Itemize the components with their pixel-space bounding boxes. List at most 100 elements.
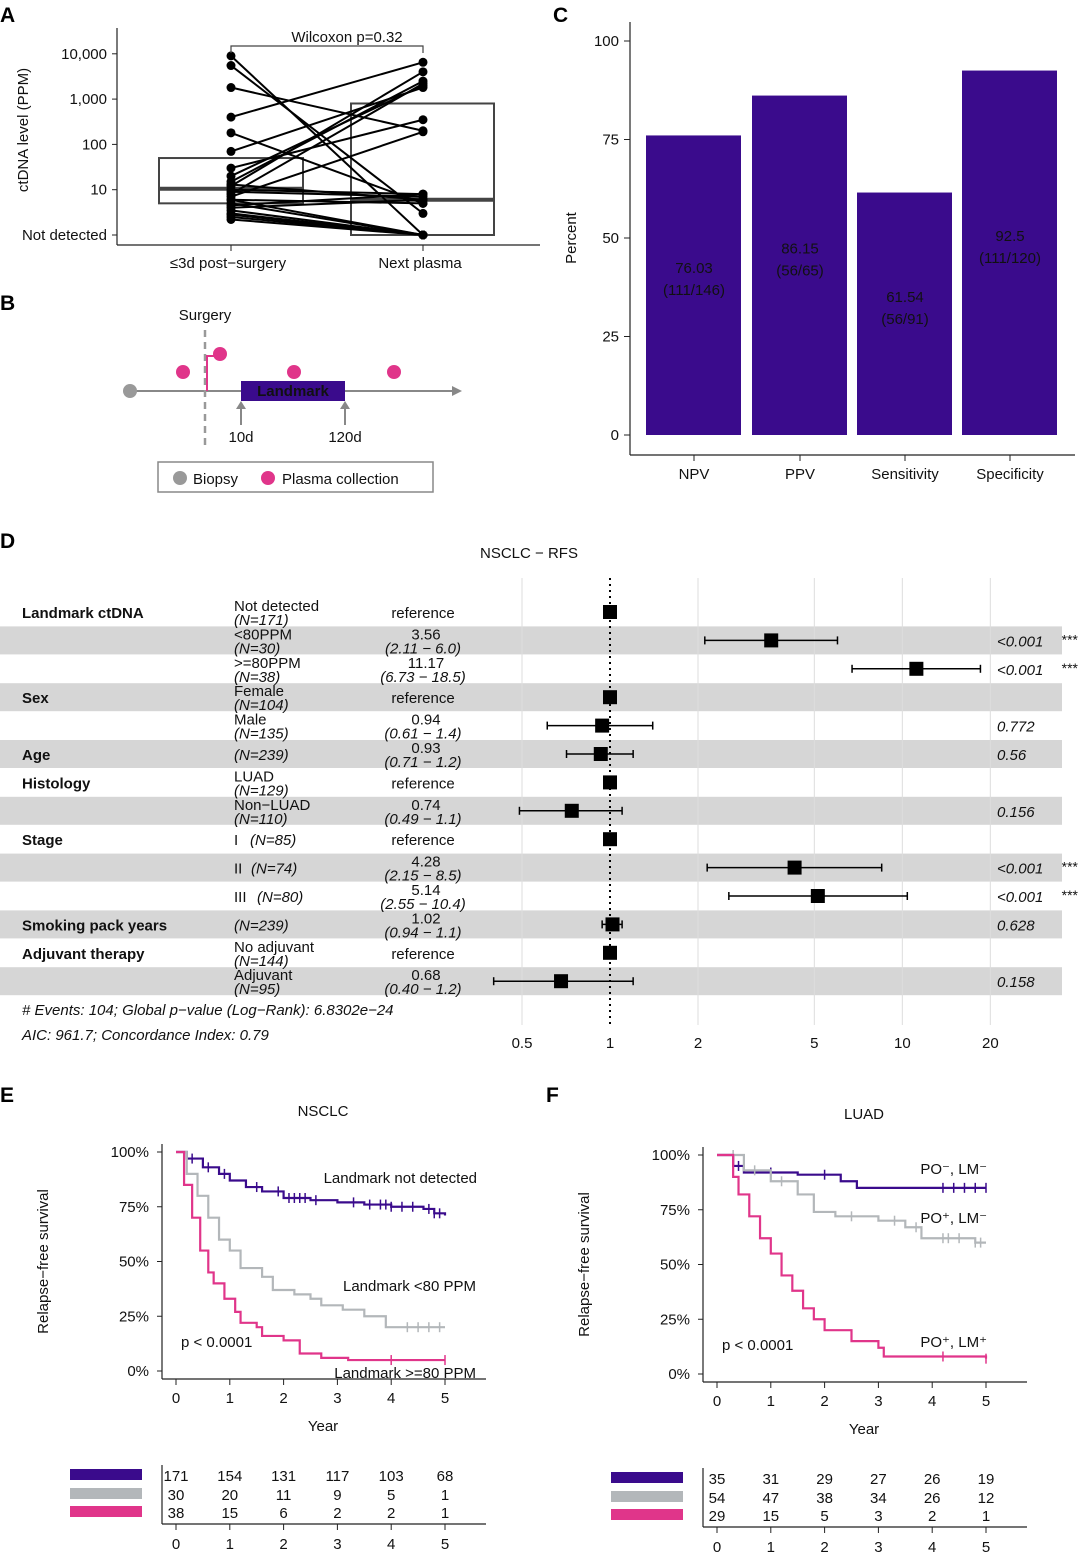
variable-label: Sex (22, 690, 49, 707)
risk-count: 131 (271, 1468, 296, 1485)
risk-count: 117 (325, 1468, 349, 1485)
bar-sensitivity (857, 192, 952, 435)
n-label: (N=110) (234, 811, 288, 828)
risk-count: 1 (441, 1487, 449, 1504)
bar-fraction-label: (56/91) (881, 311, 929, 328)
risk-count: 26 (924, 1490, 941, 1507)
ci-label: (0.40 − 1.2) (384, 981, 461, 998)
panel-label-f: F (546, 1084, 559, 1107)
row-band (0, 740, 1062, 768)
post-point (418, 208, 428, 218)
variable-label: Adjuvant therapy (22, 946, 145, 963)
level-label: <80PPM (234, 626, 292, 643)
risk-count: 1 (982, 1508, 990, 1525)
level-label: No adjuvant (234, 939, 315, 956)
x-tick-label: 5 (441, 1390, 449, 1407)
bar-fraction-label: (111/146) (663, 282, 725, 299)
risk-x-tick-label: 3 (333, 1536, 341, 1553)
n-label: (N=104) (234, 697, 289, 714)
pre-point (226, 163, 236, 173)
pair-line (230, 198, 424, 205)
bar-value-label: 86.15 (781, 240, 819, 257)
pre-point (226, 146, 236, 156)
hr-label: 1.02 (411, 910, 440, 927)
risk-x-tick-label: 0 (713, 1539, 721, 1556)
legend-plasma-icon (261, 471, 275, 485)
risk-table-color-purple (611, 1472, 683, 1483)
risk-table-color-pink (611, 1509, 683, 1520)
curve-label-gray: Landmark <80 PPM (343, 1278, 476, 1295)
ci-label: (0.71 − 1.2) (384, 754, 461, 771)
pre-point (226, 51, 236, 61)
n-label: (N=80) (257, 889, 303, 906)
y-tick-label: 75% (660, 1202, 690, 1219)
x-tick-label: 5 (810, 1035, 818, 1052)
y-tick-label: 100% (111, 1144, 149, 1161)
pair-line (230, 202, 424, 236)
risk-count: 47 (762, 1490, 779, 1507)
y-axis-label: ctDNA level (PPM) (15, 68, 32, 192)
panel-b-timeline-diagram: Surgery Landmark 10d 120d Biopsy Plasma colle… (123, 307, 462, 493)
arrow-up-icon (340, 401, 350, 409)
x-tick-label: 1 (226, 1390, 234, 1407)
p-value: 0.158 (997, 974, 1035, 991)
level-label: LUAD (234, 768, 274, 785)
risk-x-tick-label: 4 (928, 1539, 936, 1556)
footer-events: # Events: 104; Global p−value (Log−Rank)… (22, 1002, 394, 1019)
risk-count: 2 (928, 1508, 936, 1525)
hr-label: reference (391, 832, 454, 849)
y-tick-label: 0% (127, 1363, 149, 1380)
significance-stars: *** (1061, 859, 1078, 875)
survival-curve-pink (176, 1150, 445, 1362)
ci-label: (0.49 − 1.1) (384, 811, 461, 828)
pre-point (226, 187, 236, 197)
legend-biopsy-icon (173, 471, 187, 485)
survival-curve-gray (717, 1153, 986, 1244)
pre-point (226, 180, 236, 190)
post-point (418, 79, 428, 89)
hr-marker (595, 718, 610, 733)
variable-label: Landmark ctDNA (22, 605, 144, 622)
level-label: Adjuvant (234, 967, 293, 984)
ci-label: (2.11 − 6.0) (385, 640, 461, 657)
y-tick-label: 50% (119, 1254, 149, 1271)
n-label: (N=38) (234, 669, 280, 686)
significance-stars: *** (1061, 660, 1078, 676)
level-label: Not detected (234, 598, 319, 615)
survival-curve-gray (176, 1150, 445, 1329)
panel-label-e: E (0, 1084, 14, 1107)
level-label: III (234, 889, 247, 906)
row-band (0, 626, 1062, 655)
chart-title: NSCLC (298, 1103, 349, 1120)
variable-label: Smoking pack years (22, 917, 167, 934)
x-tick-label: 3 (333, 1390, 341, 1407)
hr-label: 0.68 (411, 967, 440, 984)
pair-line (230, 70, 424, 187)
risk-count: 171 (163, 1468, 188, 1485)
significance-bracket (230, 45, 424, 53)
hr-label: reference (391, 605, 454, 622)
level-label: Non−LUAD (234, 797, 310, 814)
level-label: Male (234, 712, 267, 729)
bar-specificity (962, 70, 1057, 436)
chart-title: LUAD (844, 1106, 884, 1123)
y-tick-label: 100% (652, 1147, 690, 1164)
x-tick-label: PPV (785, 466, 815, 483)
risk-count: 5 (387, 1487, 395, 1504)
risk-count: 2 (387, 1505, 395, 1522)
curve-label-pink: Landmark >=80 PPM (334, 1365, 476, 1382)
y-tick-label: 100 (594, 33, 619, 50)
y-axis-label: Relapse−free survival (35, 1189, 52, 1334)
x-tick-label: 0 (713, 1393, 721, 1410)
x-tick-label: 1 (606, 1035, 614, 1052)
y-tick-label: 25 (602, 329, 619, 346)
pre-point (226, 210, 236, 220)
p-value: 0.772 (997, 719, 1035, 736)
hr-marker (603, 832, 617, 847)
plasma-collection-marker (387, 365, 401, 379)
n-label: (N=74) (251, 861, 297, 878)
pair-line (230, 198, 424, 209)
risk-count: 12 (978, 1490, 995, 1507)
n-label: (N=85) (250, 832, 296, 849)
p-value: <0.001 (997, 889, 1043, 906)
